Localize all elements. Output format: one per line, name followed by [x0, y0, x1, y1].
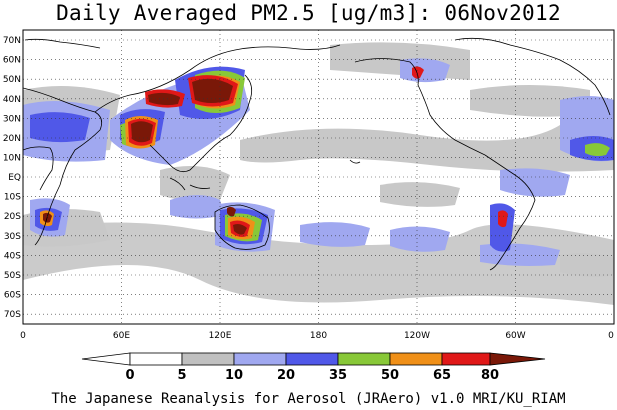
x-tick-label: 0: [20, 331, 26, 341]
y-tick-label: 20S: [4, 212, 21, 222]
colorbar-end-triangle: [490, 353, 545, 365]
x-tick-label: 0: [608, 331, 614, 341]
colorbar-label: 50: [381, 368, 399, 383]
colorbar-segment-35-50: [286, 353, 338, 365]
colorbar-label: 10: [225, 368, 243, 383]
y-tick-label: EQ: [8, 173, 21, 183]
colorbar-label: 5: [177, 368, 186, 383]
colorbar-label: 20: [277, 368, 295, 383]
y-tick-label: 60S: [4, 291, 21, 301]
y-tick-label: 10S: [4, 193, 21, 203]
x-tick-label: 60W: [505, 331, 525, 341]
map-footer-credit: The Japanese Reanalysis for Aerosol (JRA…: [0, 390, 617, 408]
colorbar-label: 0: [125, 368, 134, 383]
colorbar-segment-20-35: [234, 353, 286, 365]
x-tick-label: 120E: [209, 331, 232, 341]
y-axis: 70N 60N 50N 40N 30N 20N 10N EQ 10S 20S 3…: [3, 36, 21, 320]
colorbar-segment-10-20: [182, 353, 234, 365]
colorbar: [82, 353, 545, 365]
y-tick-label: 60N: [3, 56, 21, 66]
y-tick-label: 40N: [3, 95, 21, 105]
colorbar-segment-65-80: [390, 353, 442, 365]
colorbar-segment-0-5: [82, 353, 130, 365]
y-tick-label: 50N: [3, 75, 21, 85]
x-tick-label: 180: [310, 331, 327, 341]
x-tick-label: 60E: [113, 331, 130, 341]
y-tick-label: 70N: [3, 36, 21, 46]
y-tick-label: 10N: [3, 154, 21, 164]
colorbar-label: 80: [481, 368, 499, 383]
colorbar-segment-50-65: [338, 353, 390, 365]
x-tick-label: 120W: [404, 331, 430, 341]
colorbar-labels: 0 5 10 20 35 50 65 80: [125, 368, 499, 383]
colorbar-label: 35: [329, 368, 347, 383]
colorbar-label: 65: [433, 368, 451, 383]
x-axis: 0 60E 120E 180 120W 60W 0: [20, 331, 614, 341]
y-tick-label: 70S: [4, 310, 21, 320]
y-tick-label: 50S: [4, 271, 21, 281]
colorbar-segment-5-10: [130, 353, 182, 365]
y-tick-label: 40S: [4, 251, 21, 261]
y-tick-label: 20N: [3, 134, 21, 144]
y-tick-label: 30N: [3, 114, 21, 124]
y-tick-label: 30S: [4, 232, 21, 242]
colorbar-segment-80-plus: [442, 353, 490, 365]
